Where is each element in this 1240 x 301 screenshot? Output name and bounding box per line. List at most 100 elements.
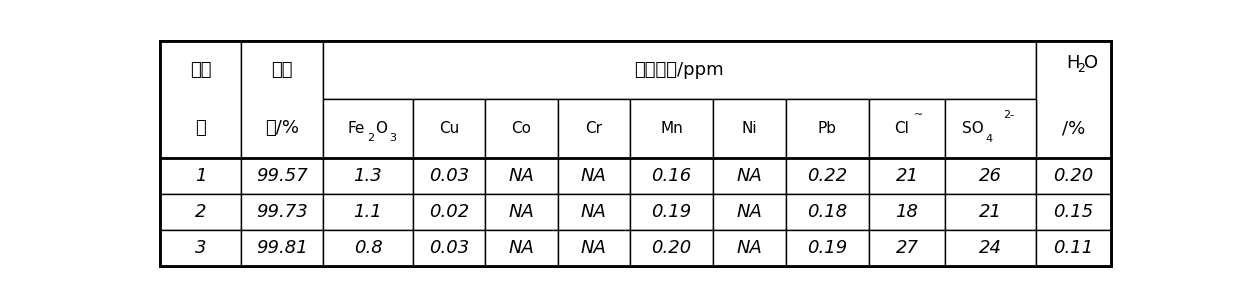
- Bar: [160, 194, 242, 230]
- Bar: [242, 41, 322, 158]
- Bar: [630, 99, 713, 158]
- Text: 18: 18: [895, 203, 919, 221]
- Text: NA: NA: [737, 239, 763, 256]
- Text: 0.8: 0.8: [353, 239, 382, 256]
- Bar: [322, 158, 413, 194]
- Bar: [869, 230, 945, 265]
- Bar: [413, 194, 486, 230]
- Bar: [486, 158, 558, 194]
- Text: 3: 3: [195, 239, 206, 256]
- Bar: [242, 158, 322, 194]
- Bar: [630, 158, 713, 194]
- Text: 99.73: 99.73: [255, 203, 308, 221]
- Bar: [322, 230, 413, 265]
- Text: 主含: 主含: [272, 61, 293, 79]
- Bar: [413, 230, 486, 265]
- Text: 2: 2: [367, 133, 374, 143]
- Text: Mn: Mn: [660, 121, 683, 136]
- Text: 21: 21: [978, 203, 1002, 221]
- Text: 0.03: 0.03: [429, 239, 470, 256]
- Text: 1: 1: [195, 167, 206, 185]
- Text: 杂质含量/ppm: 杂质含量/ppm: [635, 61, 724, 79]
- Text: Co: Co: [512, 121, 532, 136]
- Bar: [785, 158, 869, 194]
- Text: O: O: [1084, 54, 1097, 72]
- Text: 99.81: 99.81: [255, 239, 308, 256]
- Text: NA: NA: [580, 203, 606, 221]
- Bar: [160, 41, 242, 158]
- Bar: [558, 158, 630, 194]
- Text: 0.20: 0.20: [651, 239, 692, 256]
- Text: 26: 26: [978, 167, 1002, 185]
- Text: NA: NA: [508, 239, 534, 256]
- Text: NA: NA: [737, 167, 763, 185]
- Bar: [160, 230, 242, 265]
- Text: 1.3: 1.3: [353, 167, 382, 185]
- Text: 0.20: 0.20: [1053, 167, 1094, 185]
- Text: Cl: Cl: [894, 121, 909, 136]
- Text: Pb: Pb: [818, 121, 837, 136]
- Bar: [785, 99, 869, 158]
- Text: 24: 24: [978, 239, 1002, 256]
- Text: NA: NA: [508, 203, 534, 221]
- Text: 4: 4: [986, 134, 993, 144]
- Bar: [242, 230, 322, 265]
- Text: 21: 21: [895, 167, 919, 185]
- Text: Cu: Cu: [439, 121, 460, 136]
- Bar: [413, 99, 486, 158]
- Bar: [558, 194, 630, 230]
- Text: NA: NA: [508, 167, 534, 185]
- Bar: [1035, 230, 1111, 265]
- Text: 0.03: 0.03: [429, 167, 470, 185]
- Bar: [322, 41, 1035, 99]
- Bar: [785, 194, 869, 230]
- Bar: [869, 99, 945, 158]
- Bar: [785, 230, 869, 265]
- Bar: [713, 158, 785, 194]
- Bar: [1035, 194, 1111, 230]
- Text: 实施: 实施: [190, 61, 211, 79]
- Text: Cr: Cr: [585, 121, 603, 136]
- Bar: [869, 158, 945, 194]
- Text: ~: ~: [914, 110, 924, 119]
- Text: SO: SO: [962, 121, 983, 136]
- Text: 0.02: 0.02: [429, 203, 470, 221]
- Bar: [713, 230, 785, 265]
- Text: 量/%: 量/%: [265, 119, 299, 138]
- Text: NA: NA: [580, 239, 606, 256]
- Bar: [1035, 41, 1111, 158]
- Text: /%: /%: [1061, 119, 1085, 138]
- Bar: [713, 194, 785, 230]
- Text: O: O: [376, 121, 387, 136]
- Bar: [486, 99, 558, 158]
- Bar: [242, 194, 322, 230]
- Text: 99.57: 99.57: [255, 167, 308, 185]
- Text: 0.16: 0.16: [651, 167, 692, 185]
- Text: Ni: Ni: [742, 121, 758, 136]
- Text: 2: 2: [195, 203, 206, 221]
- Text: 3: 3: [389, 133, 397, 143]
- Bar: [486, 194, 558, 230]
- Text: 0.19: 0.19: [651, 203, 692, 221]
- Text: 0.18: 0.18: [807, 203, 847, 221]
- Bar: [945, 99, 1035, 158]
- Text: 0.11: 0.11: [1053, 239, 1094, 256]
- Text: Fe: Fe: [347, 121, 365, 136]
- Bar: [945, 158, 1035, 194]
- Text: 0.22: 0.22: [807, 167, 847, 185]
- Bar: [160, 158, 242, 194]
- Bar: [558, 99, 630, 158]
- Text: NA: NA: [580, 167, 606, 185]
- Bar: [945, 230, 1035, 265]
- Text: 1.1: 1.1: [353, 203, 382, 221]
- Text: 0.19: 0.19: [807, 239, 847, 256]
- Bar: [558, 230, 630, 265]
- Bar: [322, 99, 413, 158]
- Bar: [713, 99, 785, 158]
- Text: 0.15: 0.15: [1053, 203, 1094, 221]
- Bar: [1035, 158, 1111, 194]
- Bar: [869, 194, 945, 230]
- Text: 例: 例: [195, 119, 206, 138]
- Bar: [630, 194, 713, 230]
- Bar: [630, 230, 713, 265]
